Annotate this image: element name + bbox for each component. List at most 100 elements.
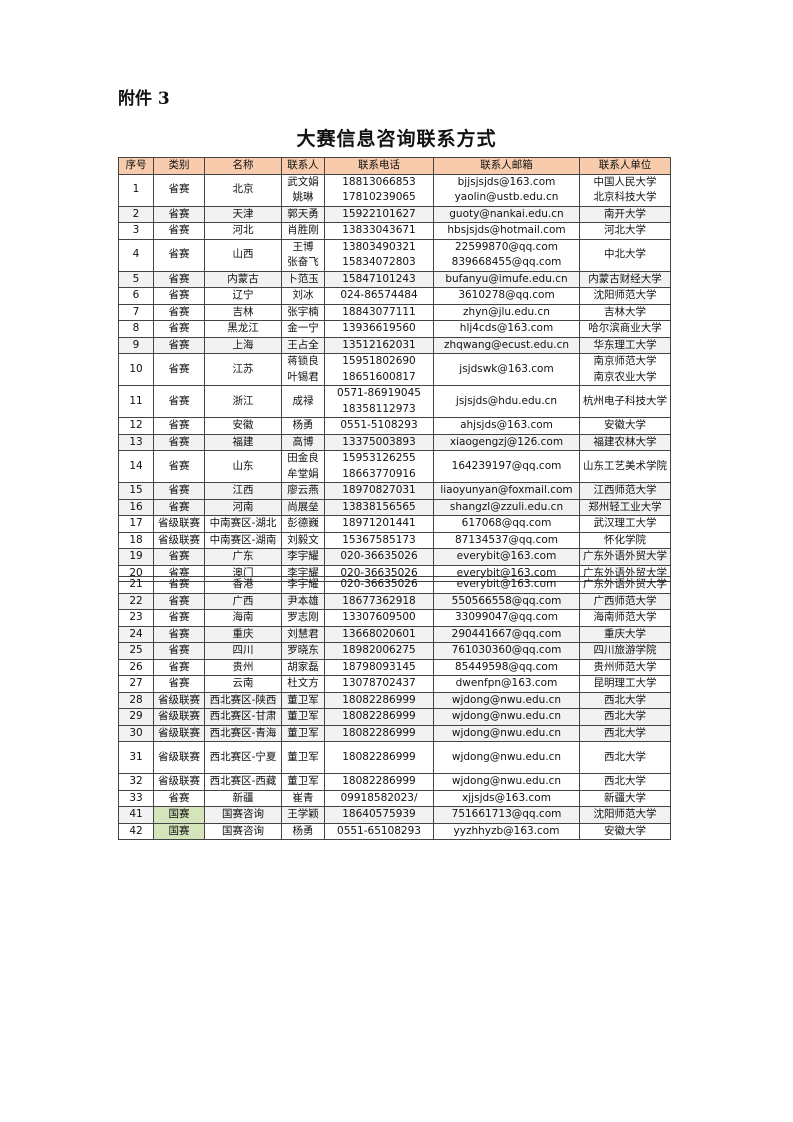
- cell-no: 6: [118, 287, 154, 305]
- cell-name: 内蒙古: [204, 270, 282, 288]
- cell-email: 87134537@qq.com: [433, 531, 580, 549]
- cell-contact: 董卫军: [281, 724, 325, 742]
- table-row: 11 省赛 浙江 成禄 0571-86919045 18358112973 jsjsjds@…: [118, 385, 671, 418]
- cell-name: 新疆: [204, 789, 282, 807]
- cell-phone: 0551-5108293: [324, 417, 434, 435]
- cell-type: 省赛: [153, 642, 205, 660]
- cell-phone: 15953126255 18663770916: [324, 450, 434, 483]
- cell-contact-line: 蒋锁良: [287, 355, 319, 367]
- cell-email-line: 22599870@qq.com: [454, 240, 559, 253]
- cell-no: 19: [118, 548, 154, 566]
- cell-email: 85449598@qq.com: [433, 658, 580, 676]
- cell-name: 浙江: [204, 385, 282, 418]
- cell-type: 省赛: [153, 303, 205, 321]
- header-unit: 联系人单位: [579, 157, 671, 175]
- cell-email: yyzhhyzb@163.com: [433, 822, 580, 840]
- table-row: 22 省赛 广西 尹本雄 18677362918 550566558@qq.com 广西师范…: [118, 592, 671, 610]
- cell-phone-line: 13307609500: [342, 611, 416, 623]
- cell-email-line: hlj4cds@163.com: [459, 322, 554, 334]
- cell-email-line: 617068@qq.com: [461, 517, 552, 529]
- cell-type: 省级联赛: [153, 741, 205, 774]
- cell-unit: 重庆大学: [579, 625, 671, 643]
- cell-unit-line: 山东工艺美术学院: [583, 459, 667, 472]
- cell-email: 33099047@qq.com: [433, 609, 580, 627]
- cell-unit-line: 广东外语外贸大学: [583, 550, 667, 562]
- cell-contact: 董卫军: [281, 773, 325, 791]
- cell-contact: 董卫军: [281, 708, 325, 726]
- cell-no: 21: [118, 576, 154, 594]
- cell-phone-line: 18663770916: [342, 467, 416, 480]
- cell-unit-line: 沈阳师范大学: [593, 808, 657, 820]
- table-row: 5 省赛 内蒙古 卜范玉 15847101243 bufanyu@imufe.edu.cn…: [118, 270, 671, 288]
- header-email: 联系人邮箱: [433, 157, 580, 175]
- cell-no: 25: [118, 642, 154, 660]
- cell-contact-line: 罗晓东: [287, 644, 319, 656]
- cell-contact-line: 廖云燕: [287, 484, 319, 496]
- cell-contact: 卜范玉: [281, 270, 325, 288]
- table-row: 17 省级联赛 中南赛区-湖北 彭德巍 18971201441 617068@qq.com…: [118, 515, 671, 533]
- cell-name: 中南赛区-湖南: [204, 531, 282, 549]
- cell-unit: 杭州电子科技大学: [579, 385, 671, 418]
- table-row: 19 省赛 广东 李宇耀 020-36635026 everybit@163.com 广东外…: [118, 548, 671, 566]
- cell-type: 省赛: [153, 336, 205, 354]
- cell-unit-line: 中国人民大学: [593, 175, 657, 188]
- cell-unit-line: 南京师范大学: [593, 355, 657, 367]
- table-row: 12 省赛 安徽 杨勇 0551-5108293 ahjsjds@163.com 安徽大学: [118, 417, 671, 435]
- cell-unit: 西北大学: [579, 741, 671, 774]
- contact-table-part-2: 21 省赛 香港 李宇耀 020-36635026 everybit@163.com 广东外…: [118, 576, 671, 840]
- cell-no: 2: [118, 205, 154, 223]
- cell-email: bufanyu@imufe.edu.cn: [433, 270, 580, 288]
- cell-email-line: 839668455@qq.com: [451, 256, 562, 268]
- cell-name: 辽宁: [204, 287, 282, 305]
- cell-email-line: 33099047@qq.com: [454, 611, 559, 623]
- cell-unit: 沈阳师范大学: [579, 806, 671, 824]
- cell-phone-line: 15922101627: [342, 207, 416, 220]
- cell-email: 751661713@qq.com: [433, 806, 580, 824]
- cell-name: 四川: [204, 642, 282, 660]
- cell-unit-line: 吉林大学: [604, 305, 646, 318]
- cell-contact-line: 牟堂娟: [287, 467, 319, 480]
- cell-phone-line: 15847101243: [342, 272, 416, 285]
- cell-no: 33: [118, 789, 154, 807]
- cell-no: 9: [118, 336, 154, 354]
- cell-phone-line: 15953126255: [342, 452, 416, 464]
- cell-no: 3: [118, 222, 154, 240]
- cell-unit: 哈尔滨商业大学: [579, 320, 671, 338]
- cell-type: 省赛: [153, 205, 205, 223]
- cell-phone-line: 020-36635026: [340, 550, 418, 562]
- cell-unit-line: 新疆大学: [604, 791, 646, 804]
- cell-unit-line: 安徽大学: [604, 419, 646, 431]
- cell-email-line: 290441667@qq.com: [451, 627, 562, 640]
- cell-phone: 18813066853 17810239065: [324, 173, 434, 207]
- table-row: 18 省级联赛 中南赛区-湖南 刘毅文 15367585173 87134537@qq.c…: [118, 531, 671, 549]
- cell-phone-line: 18358112973: [342, 402, 416, 415]
- cell-no: 1: [118, 173, 154, 207]
- cell-type: 省赛: [153, 548, 205, 566]
- cell-contact-line: 董卫军: [287, 710, 319, 722]
- cell-phone-line: 18082286999: [342, 726, 416, 739]
- cell-contact: 肖胜刚: [281, 222, 325, 240]
- table-row: 28 省级联赛 西北赛区-陕西 董卫军 18082286999 wjdong@nwu.ed…: [118, 691, 671, 709]
- cell-phone: 13803490321 15834072803: [324, 238, 434, 272]
- cell-phone: 13833043671: [324, 222, 434, 240]
- cell-name: 云南: [204, 675, 282, 693]
- cell-unit: 福建农林大学: [579, 433, 671, 451]
- cell-type: 省级联赛: [153, 691, 205, 709]
- cell-email: jsjdswk@163.com: [433, 353, 580, 386]
- cell-type: 省赛: [153, 433, 205, 451]
- cell-type: 省赛: [153, 789, 205, 807]
- cell-phone: 18082286999: [324, 773, 434, 791]
- cell-phone-line: 024-86574484: [340, 289, 418, 301]
- cell-unit: 中国人民大学 北京科技大学: [579, 173, 671, 207]
- cell-contact-line: 李宇耀: [287, 550, 319, 562]
- cell-contact: 李宇耀: [281, 576, 325, 594]
- cell-email: zhqwang@ecust.edu.cn: [433, 336, 580, 354]
- cell-contact-line: 董卫军: [287, 750, 319, 763]
- cell-contact-line: 杜文方: [287, 677, 319, 689]
- cell-contact: 董卫军: [281, 741, 325, 774]
- cell-contact: 成禄: [281, 385, 325, 418]
- cell-no: 5: [118, 270, 154, 288]
- table-row: 29 省级联赛 西北赛区-甘肃 董卫军 18082286999 wjdong@nwu.ed…: [118, 708, 671, 726]
- cell-type: 省赛: [153, 222, 205, 240]
- cell-no: 8: [118, 320, 154, 338]
